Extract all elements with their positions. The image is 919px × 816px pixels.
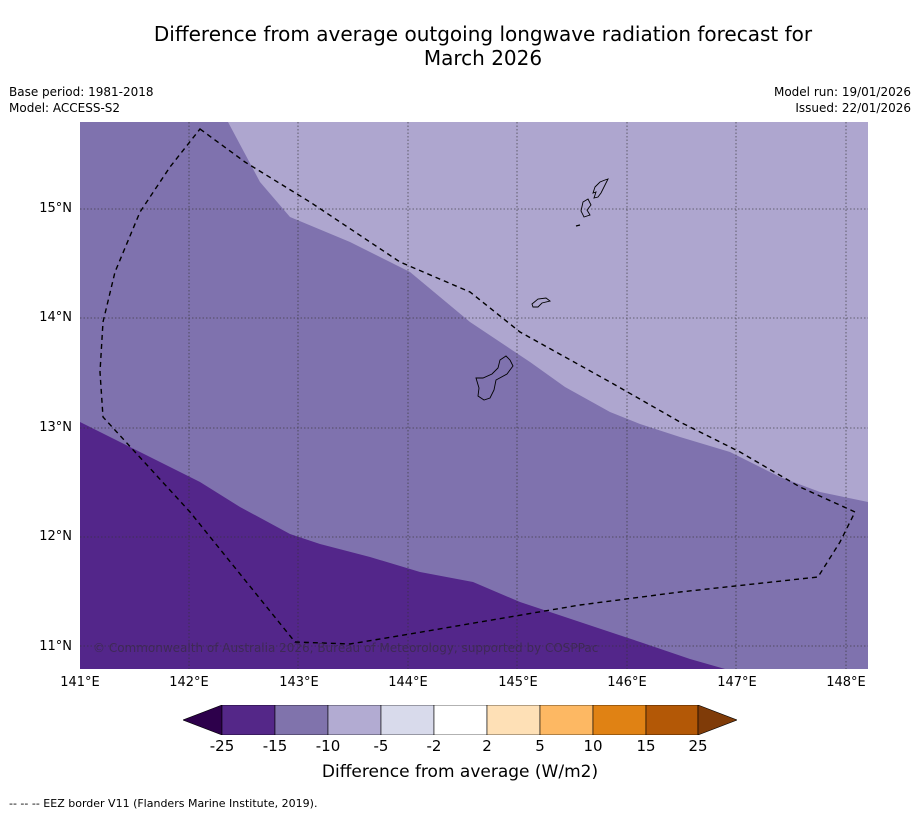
- lat-label-12n: 12°N: [39, 529, 72, 544]
- tinian-island: [580, 198, 592, 218]
- colorbar-tick: -5: [373, 737, 389, 755]
- model-name: Model: ACCESS-S2: [9, 101, 121, 115]
- colorbar-segment: [221, 705, 276, 735]
- meta-left: Base period: 1981-2018 Model: ACCESS-S2: [9, 84, 154, 116]
- colorbar-tick: -2: [426, 737, 442, 755]
- model-run: Model run: 19/01/2026: [773, 85, 911, 99]
- lon-label-144e: 144°E: [388, 675, 428, 690]
- lat-label-15n: 15°N: [39, 201, 72, 216]
- map-svg: [80, 122, 868, 669]
- colorbar-segment: [433, 705, 488, 735]
- lon-label-141e: 141°E: [60, 675, 100, 690]
- meta-right: Model run: 19/01/2026 Issued: 22/01/2026: [774, 84, 911, 116]
- colorbar: [183, 705, 737, 735]
- colorbar-segment: [486, 705, 541, 735]
- colorbar-segment-above: [697, 705, 737, 735]
- colorbar-segment: [592, 705, 647, 735]
- graticule: [80, 122, 868, 669]
- colorbar-tick: 5: [535, 737, 545, 755]
- lon-label-148e: 148°E: [826, 675, 866, 690]
- lon-label-142e: 142°E: [169, 675, 209, 690]
- colorbar-segment: [380, 705, 435, 735]
- colorbar-tick: -10: [315, 737, 341, 755]
- colorbar-tick: 10: [583, 737, 603, 755]
- colorbar-segment: [327, 705, 382, 735]
- islands: [475, 178, 609, 401]
- colorbar-tick: 25: [688, 737, 708, 755]
- colorbar-segment: [539, 705, 594, 735]
- chart-title: Difference from average outgoing longwav…: [0, 22, 919, 70]
- saipan-island: [592, 178, 609, 199]
- lat-label-13n: 13°N: [39, 420, 72, 435]
- title-line-1: Difference from average outgoing longwav…: [153, 22, 813, 46]
- eez-border: [99, 128, 856, 645]
- strong-negative-band: [80, 422, 725, 669]
- eez-footnote: -- -- -- EEZ border V11 (Flanders Marine…: [9, 797, 318, 810]
- lon-label-145e: 145°E: [498, 675, 538, 690]
- lat-label-11n: 11°N: [39, 639, 72, 654]
- colorbar-tick: -15: [262, 737, 288, 755]
- lat-label-14n: 14°N: [39, 310, 72, 325]
- colorbar-tick: 2: [482, 737, 492, 755]
- colorbar-label: Difference from average (W/m2): [321, 762, 599, 782]
- rota-island: [531, 297, 552, 308]
- lon-label-146e: 146°E: [607, 675, 647, 690]
- colorbar-segment: [274, 705, 329, 735]
- issued-date: Issued: 22/01/2026: [795, 101, 911, 115]
- colorbar-segment: [645, 705, 699, 735]
- colorbar-segment-below: [183, 705, 223, 735]
- colorbar-tick: 15: [636, 737, 656, 755]
- map-panel[interactable]: © Commonwealth of Australia 2026, Bureau…: [80, 122, 868, 669]
- lon-label-143e: 143°E: [279, 675, 319, 690]
- guam-island: [475, 355, 514, 401]
- copyright-notice: © Commonwealth of Australia 2026, Bureau…: [93, 641, 599, 655]
- lon-label-147e: 147°E: [717, 675, 757, 690]
- aguijan-island: [575, 224, 581, 227]
- colorbar-tick: -25: [209, 737, 235, 755]
- title-line-2: March 2026: [423, 46, 543, 70]
- base-period: Base period: 1981-2018: [9, 85, 154, 99]
